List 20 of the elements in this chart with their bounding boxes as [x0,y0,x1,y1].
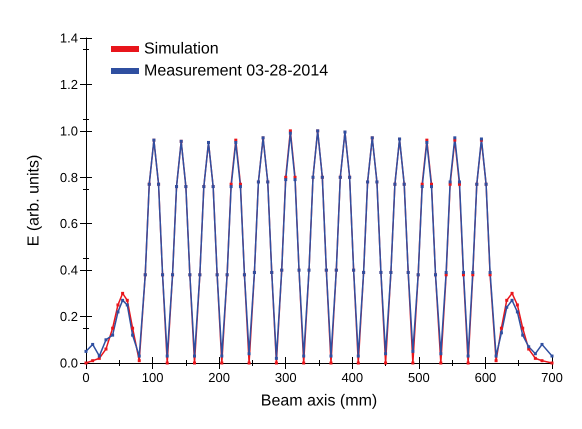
x-tick-label: 200 [208,370,230,385]
legend-label: Simulation [144,40,219,58]
y-tick-label: 0.4 [60,262,78,278]
y-tick-label: 0.6 [60,216,78,232]
x-tick-label: 500 [408,370,430,385]
y-tick-label: 1.2 [60,76,78,92]
x-tick-label: 700 [541,370,563,385]
y-tick-label: 0.0 [60,356,78,370]
y-tick-label: 1.0 [60,123,78,138]
x-tick-label: 600 [474,370,496,385]
legend-label: Measurement 03-28-2014 [144,62,328,80]
y-tick-label: 0.8 [60,170,78,185]
x-tick-label: 0 [82,370,90,385]
y-tick-label: 1.4 [60,30,78,46]
y-tick-label: 0.2 [60,309,78,324]
x-tick-label: 400 [341,370,364,385]
x-tick-label: 100 [142,370,164,385]
x-tick-label: 300 [274,370,297,385]
x-axis-title: Beam axis (mm) [260,392,378,410]
y-axis-title: E (arb. units) [26,154,42,246]
